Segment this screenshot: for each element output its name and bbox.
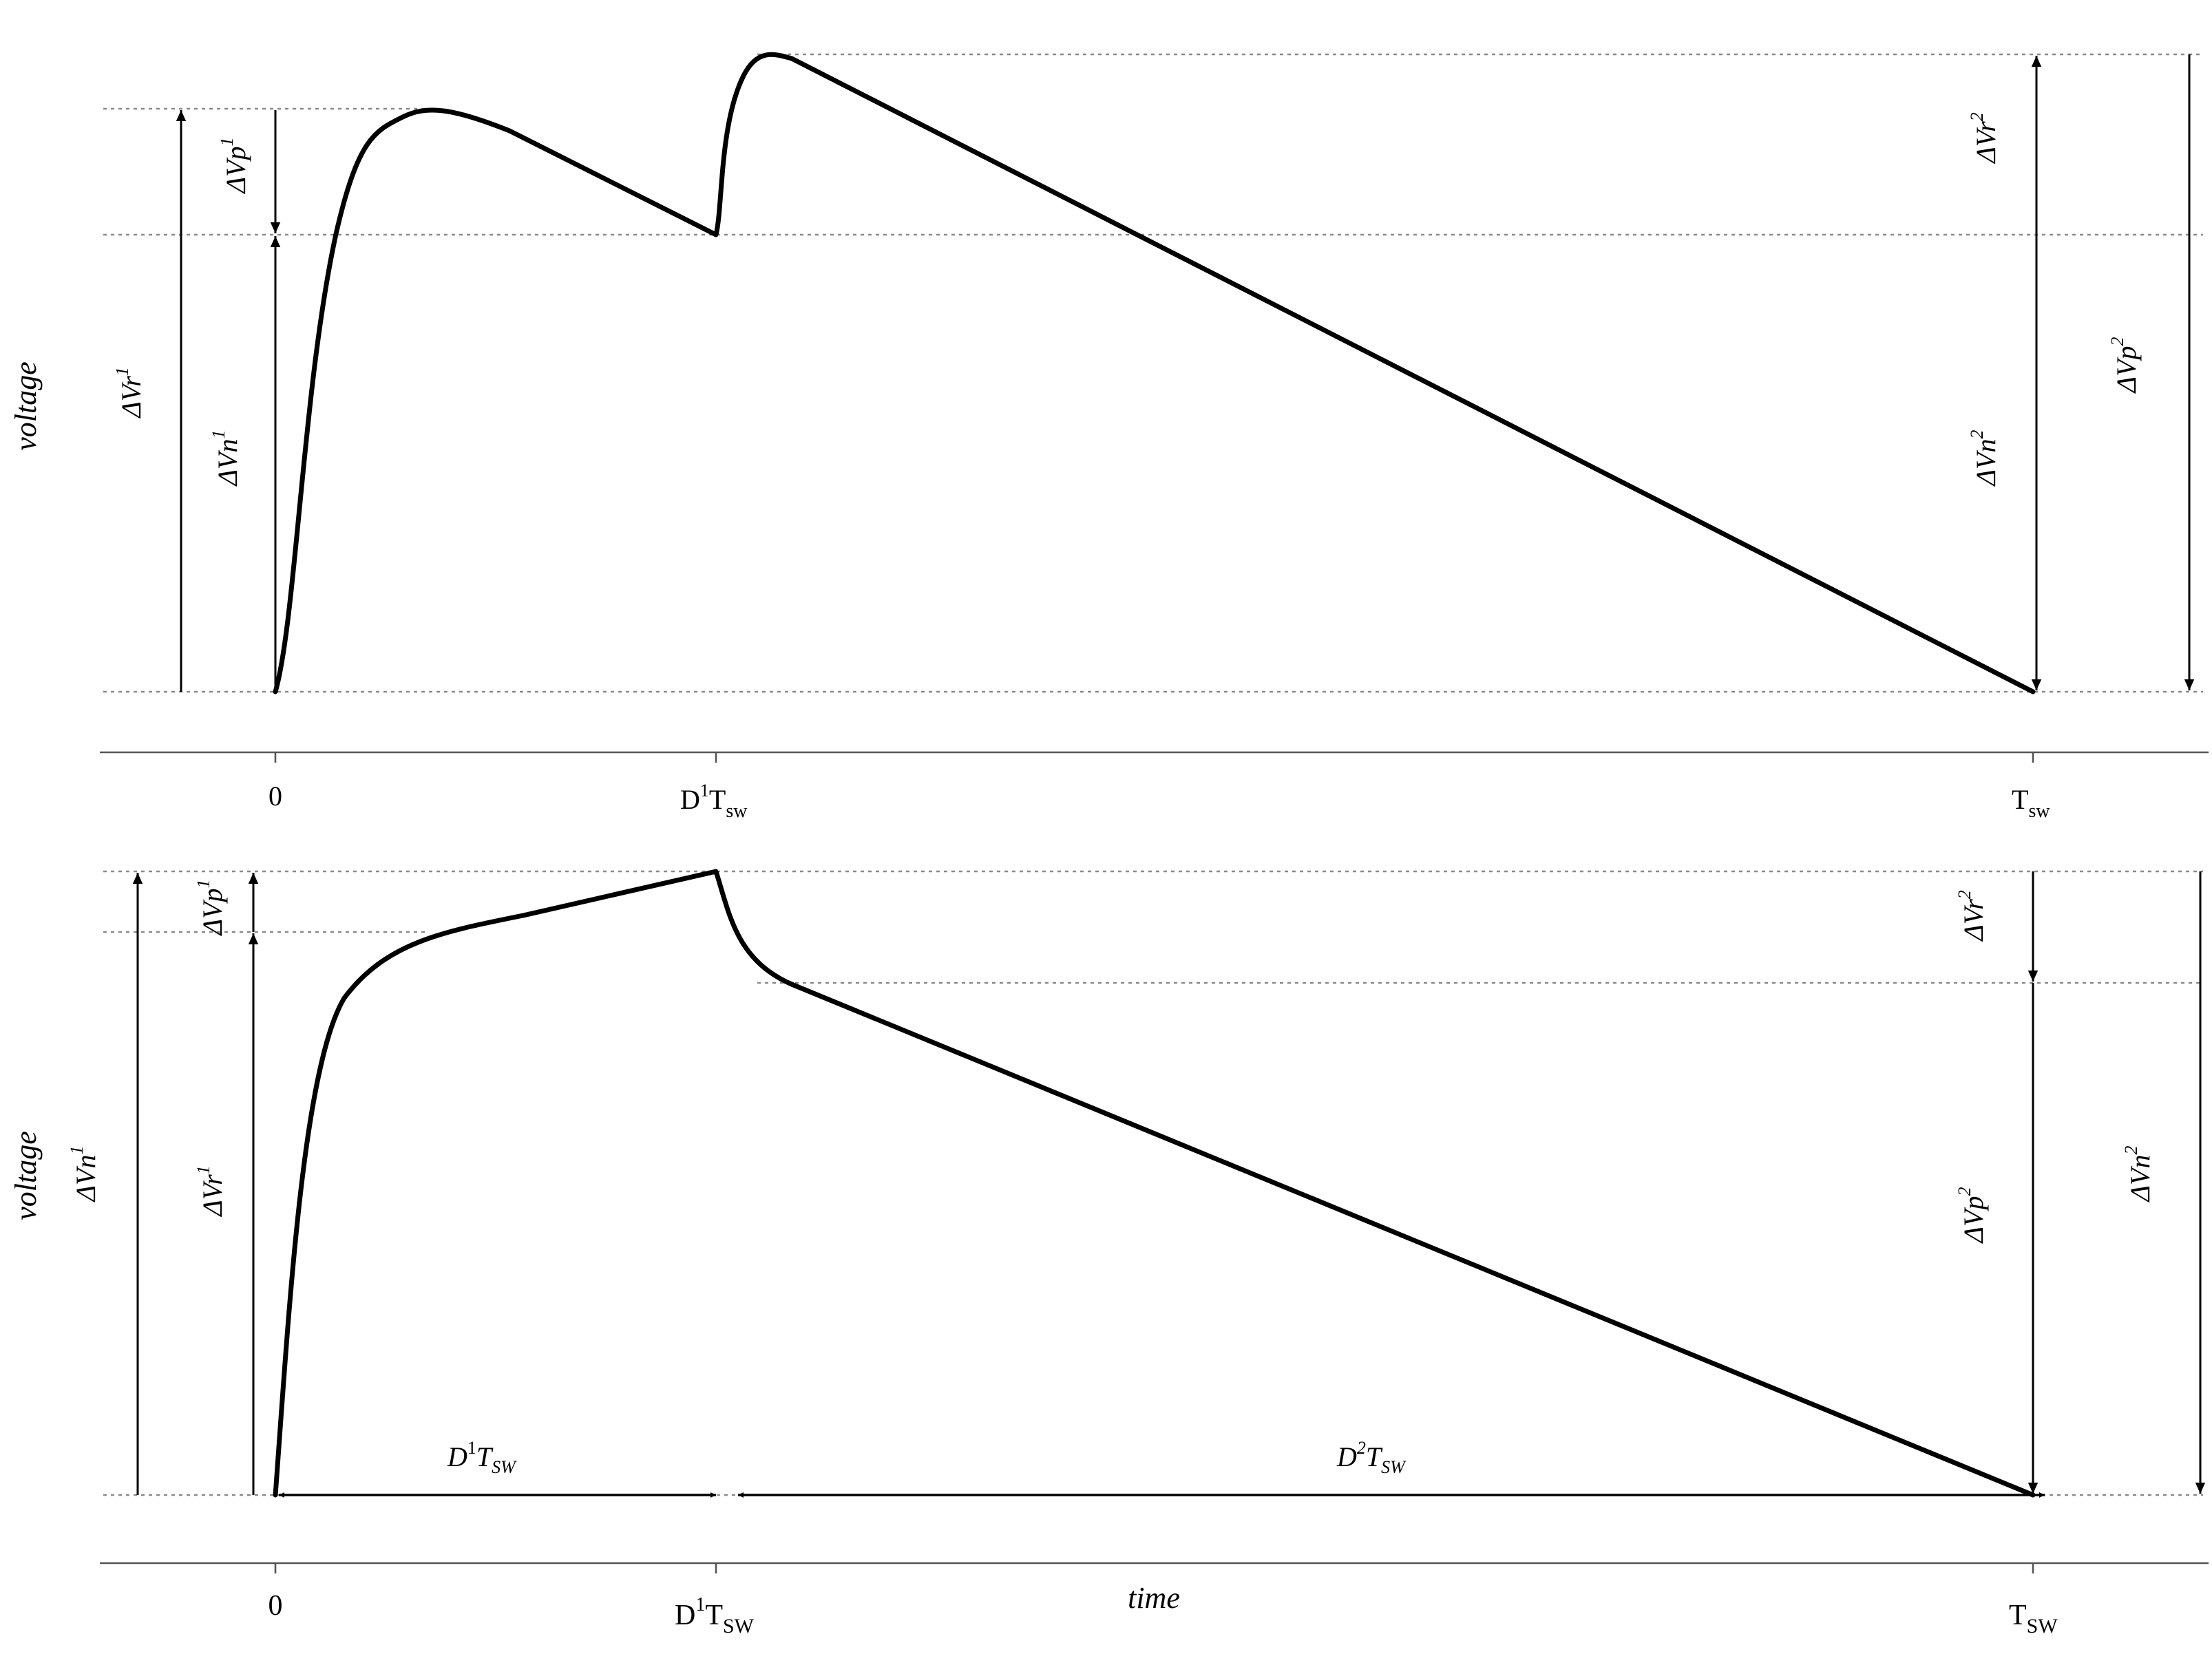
bottom-panel: voltage ΔVn1 ΔVp1 ΔVr1 ΔVr2 ΔVp2 ΔVn2 D1…: [9, 869, 2209, 1637]
bottom-label-d1tsw: D1TSW: [447, 1438, 517, 1477]
top-tick-label-d1tsw: D1Tsw: [680, 781, 748, 822]
top-label-dvp2: ΔVp2: [2107, 337, 2142, 394]
top-tick-label-tsw: Tsw: [2012, 784, 2050, 822]
bottom-tick-label-tsw: TSW: [2009, 1600, 2058, 1637]
top-label-dvr1: ΔVr1: [112, 367, 147, 419]
bottom-label-d2tsw: D2TSW: [1336, 1438, 1407, 1477]
top-tick-label-0: 0: [268, 781, 282, 812]
bottom-tick-label-0: 0: [268, 1590, 283, 1622]
bottom-tick-label-d1tsw: D1TSW: [675, 1594, 755, 1637]
top-y-axis-label: voltage: [9, 361, 43, 451]
bottom-voltage-curve: [273, 869, 2036, 1498]
top-label-dvn2: ΔVn2: [1967, 430, 2001, 487]
bottom-label-dvn2: ΔVn2: [2121, 1146, 2156, 1203]
bottom-label-dvr1: ΔVr1: [193, 1165, 228, 1218]
top-label-dvp1: ΔVp1: [217, 138, 251, 195]
bottom-label-dvp1: ΔVp1: [193, 880, 228, 937]
bottom-label-dvr2: ΔVr2: [1955, 890, 1989, 942]
bottom-label-dvp2: ΔVp2: [1955, 1187, 1989, 1244]
top-label-dvr2: ΔVr2: [1967, 112, 2001, 165]
top-label-dvn1: ΔVn1: [209, 430, 243, 487]
top-panel: voltage ΔVr1 ΔVp1 ΔVn1 ΔVr2 ΔVn2 ΔVp2 0 …: [9, 52, 2209, 822]
top-voltage-curve: [273, 52, 2036, 695]
bottom-label-dvn1: ΔVn1: [67, 1146, 101, 1203]
bottom-y-axis-label: voltage: [9, 1131, 43, 1220]
bottom-x-axis-label: time: [1128, 1581, 1180, 1615]
